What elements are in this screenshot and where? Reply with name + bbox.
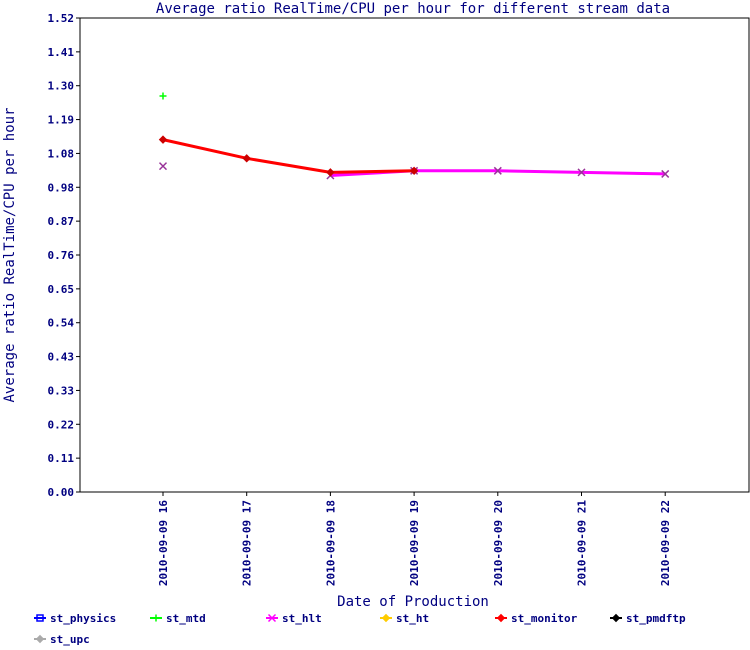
- y-tick-label: 0.00: [48, 486, 75, 499]
- data-point: [267, 613, 277, 623]
- legend-label: st_ht: [396, 612, 429, 625]
- y-tick-label: 0.65: [48, 283, 75, 296]
- plot-area: [79, 17, 750, 493]
- y-axis: 0.00 0.11 0.22 0.33 0.43 0.54 0.65 0.76 0.87 0.98…: [48, 12, 80, 499]
- data-point: [158, 162, 168, 171]
- series-line: [162, 138, 415, 174]
- data-point: [493, 166, 502, 175]
- y-tick-label: 0.54: [48, 317, 75, 330]
- data-point: [158, 135, 168, 144]
- y-tick-label: 1.19: [48, 114, 75, 127]
- series-layer: [158, 92, 670, 180]
- data-point: [577, 168, 586, 177]
- y-tick-label: 0.98: [48, 181, 75, 194]
- legend: st_physics st_mtd st_hlt st_ht st_monitor st_…: [34, 612, 686, 646]
- series-st_monitor: [158, 135, 419, 177]
- data-point: [409, 166, 419, 176]
- y-tick-label: 0.33: [48, 384, 75, 397]
- y-axis-label: Average ratio RealTime/CPU per hour: [2, 107, 18, 402]
- x-tick-label: 2010-09-09 22: [659, 500, 672, 586]
- legend-item-st_ht: st_ht: [380, 612, 429, 625]
- y-tick-label: 1.41: [48, 46, 75, 59]
- legend-label: st_physics: [50, 612, 116, 625]
- x-tick-label: 2010-09-09 17: [241, 500, 254, 586]
- chart-title: Average ratio RealTime/CPU per hour for …: [156, 1, 670, 17]
- legend-item-st_monitor: st_monitor: [495, 612, 578, 625]
- legend-item-st_physics: st_physics: [34, 612, 116, 625]
- data-point: [242, 154, 251, 163]
- y-tick-label: 1.30: [48, 80, 75, 93]
- legend-label: st_monitor: [511, 612, 578, 625]
- data-point: [496, 613, 506, 623]
- x-axis: 2010-09-09 16 2010-09-09 17 2010-09-09 18 2…: [157, 492, 672, 586]
- data-point: [381, 613, 391, 623]
- legend-item-st_mtd: st_mtd: [150, 612, 206, 625]
- y-tick-label: 0.76: [48, 249, 75, 262]
- x-tick-label: 2010-09-09 16: [157, 500, 170, 586]
- data-point: [152, 614, 160, 622]
- y-tick-label: 0.22: [48, 418, 75, 431]
- legend-label: st_upc: [50, 633, 90, 646]
- legend-label: st_mtd: [166, 612, 206, 625]
- legend-item-st_upc: st_upc: [34, 633, 90, 646]
- y-tick-label: 0.43: [48, 351, 75, 364]
- data-point: [611, 613, 621, 623]
- x-tick-label: 2010-09-09 21: [576, 500, 589, 586]
- data-point: [326, 168, 335, 177]
- x-tick-label: 2010-09-09 19: [408, 500, 421, 586]
- x-tick-label: 2010-09-09 18: [324, 500, 337, 586]
- legend-label: st_hlt: [282, 612, 322, 625]
- data-point: [35, 634, 45, 644]
- x-tick-label: 2010-09-09 20: [492, 500, 505, 586]
- data-point: [661, 169, 670, 178]
- legend-item-st_hlt: st_hlt: [266, 612, 322, 625]
- y-tick-label: 0.11: [48, 452, 75, 465]
- x-axis-label: Date of Production: [337, 594, 489, 610]
- data-point: [159, 92, 167, 100]
- data-point: [36, 614, 44, 622]
- y-tick-label: 1.08: [48, 147, 75, 160]
- y-tick-label: 0.87: [48, 215, 75, 228]
- legend-label: st_pmdftp: [626, 612, 686, 625]
- legend-item-st_pmdftp: st_pmdftp: [610, 612, 686, 625]
- series-st_mtd: [159, 92, 167, 100]
- y-tick-label: 1.52: [48, 12, 75, 25]
